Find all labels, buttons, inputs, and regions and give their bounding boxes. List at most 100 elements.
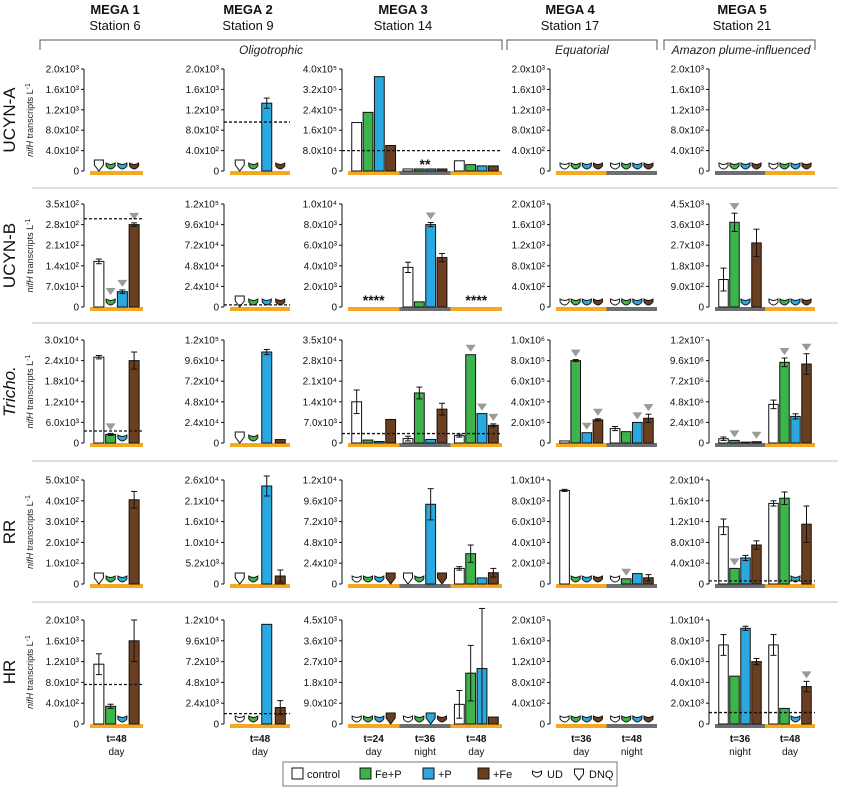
y-tick-label: 1.2x10³ [186, 105, 220, 116]
ud-marker [610, 715, 621, 723]
ud-marker [779, 298, 790, 306]
y-tick-label: 1.2x10⁴ [670, 517, 704, 528]
bar-p [740, 627, 751, 725]
bar-control [351, 122, 363, 172]
dnq-marker [234, 295, 245, 308]
bar-control [768, 502, 779, 585]
y-tick-label: 7.0x10¹ [46, 282, 80, 293]
bar-p [476, 413, 488, 444]
y-tick-label: 2.1x10² [46, 241, 80, 252]
time-period: day [366, 747, 382, 758]
significance-marker [729, 430, 740, 438]
panel-Tricho.-1: 3.0x10⁴ 2.4x10⁴ 1.8x10⁴ 1.2x10⁴ 6.0x10³ 0 [45, 336, 143, 450]
time-point: t=48 [622, 734, 643, 745]
time-period: day [468, 747, 484, 758]
bar-control [402, 168, 414, 172]
panel-HR-2: 1.2x10⁴ 9.6x10³ 7.2x10³ 4.8x10³ 2.4x10³ 0 [185, 616, 290, 731]
dnq-marker [234, 159, 245, 172]
ud-marker [570, 575, 581, 583]
ud-marker [363, 715, 373, 723]
ud-marker [248, 298, 259, 306]
y-tick-label: 2.0x10³ [512, 616, 546, 627]
bar-p [740, 557, 751, 585]
bar-fe_p [570, 360, 581, 444]
significance-marker [632, 412, 643, 420]
ud-marker [621, 162, 632, 170]
ud-marker [414, 715, 425, 723]
y-tick-label: 4.0x10⁵ [511, 397, 545, 408]
ud-marker [275, 162, 286, 170]
bar-p [425, 224, 437, 308]
panel-RR-3: 1.2x10⁴ 9.6x10³ 7.2x10³ 4.8x10³ 2.4x10³ 0 [303, 476, 502, 591]
ud-marker [275, 298, 286, 306]
y-tick-label: 8.0x10⁵ [511, 356, 545, 367]
asterisks: **** [363, 292, 385, 308]
bar-p [373, 441, 385, 444]
significance-marker [801, 671, 812, 679]
ud-marker [768, 162, 779, 170]
bracket-amazon [663, 39, 816, 50]
ud-marker [768, 298, 779, 306]
ud-marker [105, 298, 116, 306]
significance-marker [105, 288, 116, 295]
legend-swatch-control [291, 767, 304, 780]
y-tick-label: 9.6x10⁶ [670, 356, 704, 367]
bar-fe_p [465, 354, 477, 444]
ud-marker [610, 162, 621, 170]
y-tick-label: 8.0x10³ [304, 220, 338, 231]
y-axis-label-text: transcripts L [25, 89, 35, 141]
panel-Tricho.-5: 1.2x10⁷ 9.6x10⁶ 7.2x10⁶ 4.8x10⁶ 2.4x10⁶ 0 [670, 336, 815, 450]
y-tick-label: 2.0x10³ [512, 559, 546, 570]
y-tick-label: 9.6x10³ [186, 636, 220, 647]
significance-marker [425, 212, 436, 220]
ud-marker [374, 715, 385, 723]
y-tick-label: 2.0x10³ [186, 65, 220, 76]
y-tick-label: 0 [539, 439, 545, 450]
y-tick-label: 8.0x10² [186, 126, 220, 137]
y-tick-label: 8.0x10⁴ [303, 146, 337, 157]
y-tick-label: 4.0x10³ [671, 678, 705, 689]
bar-fe [436, 168, 448, 172]
bar-fe [592, 419, 604, 444]
y-tick-label: 1.4x10² [46, 261, 80, 272]
legend: control Fe+P +P +Fe UD DNQ [282, 761, 618, 787]
bar-fe [751, 661, 762, 725]
bar-fe [128, 499, 140, 585]
y-tick-label: 0 [331, 439, 337, 450]
night-period-bar [606, 307, 657, 311]
y-axis-label-sup: -1 [25, 355, 32, 361]
y-tick-label: 8.0x10² [671, 126, 705, 137]
ud-marker [570, 298, 581, 306]
legend-label-dnq: DNQ [589, 769, 614, 781]
y-tick-label: 8.0x10² [46, 678, 80, 689]
y-tick-label: 2.4x10³ [304, 559, 338, 570]
significance-marker [465, 344, 476, 352]
panel-Tricho.-4: 1.0x10⁶ 8.0x10⁵ 6.0x10⁵ 4.0x10⁵ 2.0x10⁵ 0 [511, 336, 657, 450]
ud-marker [570, 715, 581, 723]
y-tick-label: 1.2x10³ [46, 105, 80, 116]
bar-control [453, 567, 465, 585]
day-period-bar [765, 307, 815, 311]
significance-marker [581, 422, 592, 430]
row-label: UCYN-A [0, 87, 19, 153]
bar-fe [487, 716, 499, 725]
night-period-bar [606, 724, 657, 728]
y-tick-label: 2.8x10⁴ [303, 356, 337, 367]
y-tick-label: 6.0x10³ [671, 657, 705, 668]
y-tick-label: 4.0x10² [186, 146, 220, 157]
significance-marker [129, 212, 140, 220]
bar-fe_p [729, 221, 740, 308]
col-5-mega: MEGA 5 [717, 2, 766, 17]
y-tick-label: 1.2x10³ [512, 241, 546, 252]
night-period-bar [399, 584, 451, 588]
y-tick-label: 0 [73, 167, 79, 178]
ud-marker [363, 575, 373, 583]
ud-marker [581, 715, 592, 723]
significance-marker [751, 431, 762, 439]
y-tick-label: 1.6x10³ [186, 85, 220, 96]
day-period-bar [348, 307, 400, 311]
bar-fe [128, 224, 140, 308]
bar-fe_p [729, 439, 740, 444]
y-tick-label: 1.6x10⁴ [670, 496, 704, 507]
ud-marker [117, 162, 128, 170]
